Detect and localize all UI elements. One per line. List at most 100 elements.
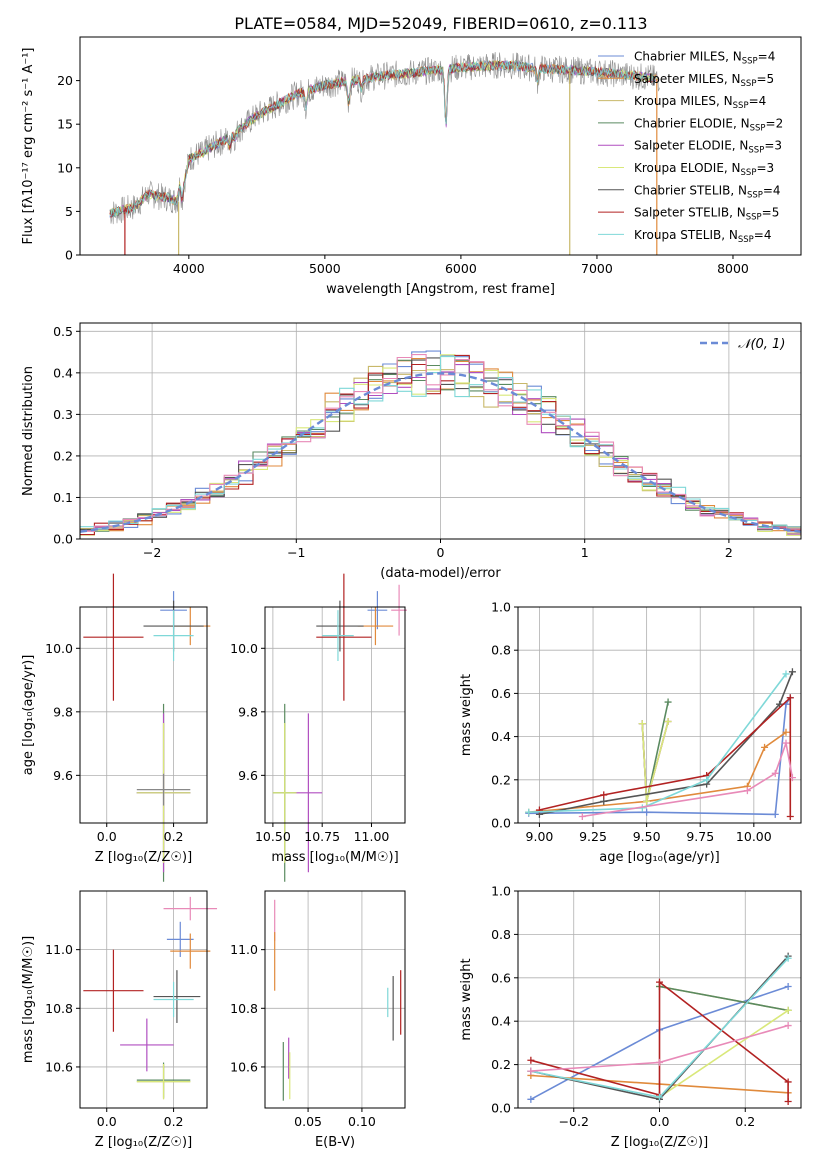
weight-line xyxy=(528,673,787,813)
y-tick-label: 0.0 xyxy=(53,532,73,547)
age-mass-weight-panel: 9.00 9.25 9.50 9.75 10.00 0.0 0.2 0.4 0.6 0.8 1.0 a… xyxy=(459,600,802,865)
legend-label-text: Salpeter STELIB, N xyxy=(634,206,746,220)
weight-marker xyxy=(782,728,790,736)
y-tick-label: 0.2 xyxy=(491,1057,511,1072)
y-tick-label: 15 xyxy=(57,117,73,132)
spectrum-line xyxy=(109,59,657,218)
weight-marker xyxy=(784,954,792,962)
weight-marker xyxy=(527,1067,535,1075)
weight-marker xyxy=(771,769,779,777)
legend-label-subscript: SSP xyxy=(750,123,766,133)
axes-frame xyxy=(264,606,406,824)
axes-frame xyxy=(79,36,802,256)
y-axis-label: mass [log₁₀(M/M☉)] xyxy=(21,936,36,1063)
legend-label: Chabrier ELODIE, NSSP=2 xyxy=(634,116,783,133)
normal-curve xyxy=(79,372,802,533)
axes-frame xyxy=(79,890,208,1109)
x-tick-label: 0.10 xyxy=(348,1114,376,1129)
legend-label-value: =4 xyxy=(758,50,776,64)
age-vs-mass-panel: 10.50 10.75 11.00 9.6 9.8 10.0 mass [log₁₀(M/M… xyxy=(230,573,407,882)
x-tick-label: −0.2 xyxy=(559,1114,589,1129)
y-axis-label: age [log₁₀(age/yr)] xyxy=(21,655,36,776)
x-tick-label: −1 xyxy=(287,545,305,560)
x-tick-label: 0.2 xyxy=(735,1114,755,1129)
weight-marker xyxy=(703,776,711,784)
x-tick-label: 0.0 xyxy=(97,1114,117,1129)
y-tick-label: 10.8 xyxy=(45,1001,73,1016)
weight-line xyxy=(528,731,787,813)
y-tick-label: 9.8 xyxy=(53,704,73,719)
legend-label-value: =5 xyxy=(756,72,774,86)
x-axis-label: (data-model)/error xyxy=(380,566,501,581)
x-tick-label: 10.75 xyxy=(304,829,340,844)
legend-label-value: =3 xyxy=(756,161,774,175)
spectrum-line xyxy=(109,59,657,215)
weight-marker xyxy=(784,1022,792,1030)
residual-histogram-panel: −2 −1 0 1 2 0.0 0.1 0.2 0.3 0.4 0.5 (data-model)/er… xyxy=(21,322,802,581)
legend-label-value: =2 xyxy=(766,116,784,130)
y-axis-label: mass weight xyxy=(459,958,474,1040)
mass-vs-metallicity-panel: 0.0 0.2 10.6 10.8 11.0 Z [log₁₀(Z/Z☉)] mass [l… xyxy=(21,890,218,1150)
y-tick-label: 20 xyxy=(57,73,73,88)
axes-frame xyxy=(264,890,406,1109)
x-tick-label: 0.05 xyxy=(294,1114,322,1129)
weight-marker xyxy=(656,978,663,986)
x-tick-label: 8000 xyxy=(717,261,749,276)
x-tick-label: 10.50 xyxy=(255,829,291,844)
weight-marker xyxy=(643,797,651,805)
weight-marker xyxy=(786,694,794,702)
y-tick-label: 0.1 xyxy=(53,490,73,505)
legend-label-subscript: SSP xyxy=(747,190,763,200)
weight-marker xyxy=(664,698,672,706)
x-axis-label: Z [log₁₀(Z/Z☉)] xyxy=(95,850,192,865)
legend-label-subscript: SSP xyxy=(741,79,757,89)
x-tick-label: 1 xyxy=(581,545,589,560)
weight-marker xyxy=(784,1006,792,1014)
y-tick-label: 0.2 xyxy=(491,772,511,787)
legend-label-subscript: SSP xyxy=(741,168,757,178)
legend-label: Kroupa ELODIE, NSSP=3 xyxy=(634,161,774,178)
weight-marker xyxy=(784,1078,792,1086)
weight-marker xyxy=(788,774,796,782)
legend-label-subscript: SSP xyxy=(748,146,764,156)
legend-label-value: =4 xyxy=(754,228,772,242)
spectrum-line xyxy=(109,60,657,219)
legend-label: Chabrier MILES, NSSP=4 xyxy=(634,50,775,67)
y-tick-label: 0.0 xyxy=(491,1101,511,1116)
legend-label-value: =4 xyxy=(749,94,767,108)
x-axis-label: Z [log₁₀(Z/Z☉)] xyxy=(611,1135,708,1150)
legend-label-subscript: SSP xyxy=(733,101,749,111)
x-tick-label: 10.00 xyxy=(736,829,772,844)
x-tick-label: 6000 xyxy=(445,261,477,276)
weight-marker xyxy=(656,1058,663,1066)
y-tick-label: 11.0 xyxy=(230,942,258,957)
x-tick-label: 2 xyxy=(725,545,733,560)
weight-marker xyxy=(788,668,796,676)
x-tick-label: −2 xyxy=(143,545,161,560)
y-tick-label: 1.0 xyxy=(491,600,511,615)
legend-label-text: Kroupa STELIB, N xyxy=(634,228,738,242)
y-tick-label: 9.8 xyxy=(238,704,258,719)
weight-marker xyxy=(782,739,790,747)
legend-label-subscript: SSP xyxy=(746,213,762,223)
x-axis-label: wavelength [Angstrom, rest frame] xyxy=(326,282,555,297)
histogram-series xyxy=(80,354,801,532)
weight-marker xyxy=(525,808,533,816)
x-tick-label: 11.00 xyxy=(354,829,390,844)
legend-label-text: Kroupa MILES, N xyxy=(634,94,733,108)
x-tick-label: 0 xyxy=(437,545,445,560)
y-axis-label: mass weight xyxy=(459,674,474,756)
weight-marker xyxy=(743,787,751,795)
metallicity-mass-weight-panel: −0.2 0.0 0.2 0.0 0.2 0.4 0.6 0.8 1.0 Z [log₁₀(Z/Z… xyxy=(459,884,802,1150)
weight-marker xyxy=(784,1097,792,1105)
x-axis-label: Z [log₁₀(Z/Z☉)] xyxy=(95,1135,192,1150)
y-tick-label: 0.4 xyxy=(53,365,73,380)
weight-line xyxy=(659,1009,789,1098)
y-tick-label: 0.8 xyxy=(491,643,511,658)
x-tick-label: 4000 xyxy=(173,261,205,276)
weight-marker xyxy=(761,743,769,751)
y-tick-label: 0.4 xyxy=(491,1014,511,1029)
legend-label-value: =5 xyxy=(762,206,780,220)
weight-marker xyxy=(643,808,651,816)
y-tick-label: 10.8 xyxy=(230,1001,258,1016)
